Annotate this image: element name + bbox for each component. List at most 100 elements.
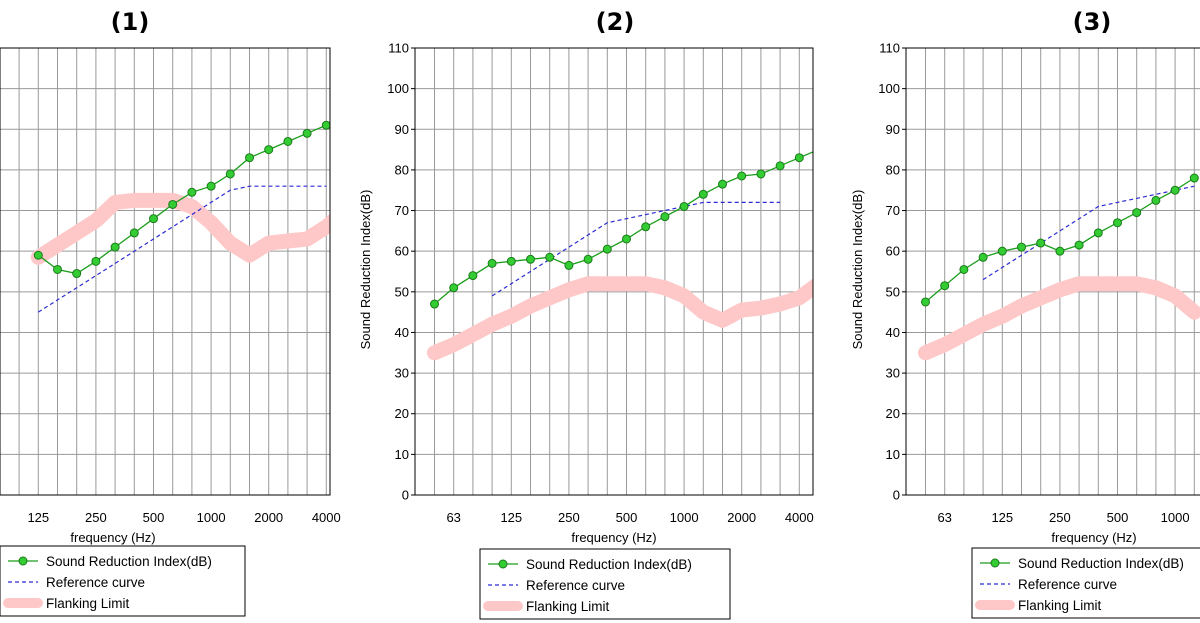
sound-reduction-point — [53, 264, 62, 274]
chart-title: (1) — [111, 8, 150, 36]
x-tick-label: 125 — [500, 510, 522, 525]
sound-reduction-point — [72, 269, 82, 279]
sound-reduction-point — [1093, 228, 1103, 238]
legend: Sound Reduction Index(dB) Reference curve… — [0, 545, 246, 617]
y-tick-label: 60 — [395, 244, 409, 259]
sound-reduction-point — [997, 246, 1007, 256]
gridlines — [415, 48, 813, 495]
sound-reduction-point — [33, 250, 43, 260]
y-tick-label: 110 — [388, 41, 409, 56]
plot-border — [414, 47, 814, 496]
legend-entry: Flanking Limit — [526, 599, 610, 614]
y-tick-label: 90 — [886, 122, 900, 137]
sound-reduction-point — [1132, 208, 1142, 218]
x-tick-label: 500 — [616, 510, 638, 525]
chart-title: (2) — [596, 8, 635, 36]
y-tick-label: 110 — [879, 41, 900, 56]
sound-reduction-point — [815, 146, 823, 154]
legend: Sound Reduction Index(dB) Reference curve… — [479, 548, 731, 620]
sound-reduction-point — [1170, 185, 1180, 195]
sound-reduction-point — [1055, 246, 1065, 256]
y-tick-label: 40 — [886, 325, 900, 340]
x-tick-label: 4000 — [785, 510, 814, 525]
legend-swatch-sri-marker — [18, 556, 28, 566]
y-tick-label: 50 — [886, 284, 900, 299]
y-tick-label: 100 — [387, 81, 409, 96]
x-tick-label: 500 — [1107, 510, 1129, 525]
legend-entry: Sound Reduction Index(dB) — [1018, 556, 1184, 571]
sound-reduction-point — [660, 212, 670, 222]
chart-panel-2: (2) 0 10 20 30 40 50 60 70 80 90 100 110 63 125 250 500 1… — [358, 8, 823, 620]
y-tick-label: 30 — [886, 366, 900, 381]
y-tick-label: 60 — [886, 244, 900, 259]
y-tick-label: 100 — [878, 81, 900, 96]
plot-border — [0, 47, 331, 496]
sound-reduction-point — [264, 145, 274, 155]
legend-entry: Reference curve — [526, 578, 625, 593]
sound-reduction-point — [321, 120, 330, 130]
x-tick-label: 2000 — [254, 510, 283, 525]
legend-entry: Flanking Limit — [46, 596, 130, 611]
plot-area — [415, 48, 813, 495]
reference-curve-line — [491, 201, 781, 297]
legend-entry: Reference curve — [46, 575, 145, 590]
sound-reduction-point — [698, 189, 708, 199]
x-tick-label: 63 — [446, 510, 460, 525]
sound-reduction-point — [737, 171, 747, 181]
y-tick-label: 10 — [886, 447, 900, 462]
flanking-limit-line — [30, 192, 330, 265]
sound-reduction-point — [149, 214, 158, 224]
x-tick-label: 125 — [27, 510, 49, 525]
legend-entry: Sound Reduction Index(dB) — [526, 557, 692, 572]
y-axis-label: Sound Reduction Index(dB) — [358, 190, 373, 350]
sound-reduction-point — [225, 169, 235, 179]
y-tick-label: 20 — [886, 406, 900, 421]
sound-reduction-point — [1113, 218, 1122, 228]
x-tick-label: 500 — [143, 510, 165, 525]
y-tick-label: 70 — [395, 203, 409, 218]
y-tick-label: 10 — [395, 447, 409, 462]
sound-reduction-point — [1036, 238, 1046, 248]
y-tick-label: 70 — [886, 203, 900, 218]
legend-entry: Reference curve — [1018, 577, 1117, 592]
legend-entry: Sound Reduction Index(dB) — [46, 554, 212, 569]
x-tick-label: 125 — [991, 510, 1013, 525]
sound-reduction-point — [283, 136, 293, 146]
plot-area — [0, 48, 330, 495]
y-axis-label: Sound Reduction Index(dB) — [850, 190, 865, 350]
y-tick-label: 40 — [395, 325, 409, 340]
reference-curve-line — [982, 185, 1195, 281]
sound-reduction-point — [775, 161, 785, 171]
y-tick-label: 20 — [395, 406, 409, 421]
sound-reduction-point — [959, 264, 969, 274]
plot-area — [906, 48, 1200, 495]
flanking-limit-line — [918, 276, 1200, 361]
sound-reduction-point — [342, 113, 350, 121]
sound-reduction-point — [206, 181, 216, 191]
series-group — [918, 173, 1200, 361]
chart-panel-3: (3) 0 10 20 30 40 50 60 70 80 90 100 110 63 125 250 500 1… — [850, 8, 1200, 619]
sound-reduction-point — [564, 260, 574, 270]
sound-reduction-point — [622, 234, 631, 244]
legend-swatch-sri-marker — [990, 558, 1000, 568]
sound-reduction-point — [940, 281, 950, 291]
sound-reduction-point — [679, 201, 689, 211]
y-tick-label: 90 — [395, 122, 409, 137]
sound-reduction-point — [978, 252, 988, 262]
x-tick-label: 1000 — [197, 510, 226, 525]
reference-curve-line — [37, 185, 327, 313]
x-tick-label: 4000 — [312, 510, 341, 525]
x-axis-label: frequency (Hz) — [571, 530, 656, 545]
sound-reduction-point — [91, 256, 101, 266]
y-tick-label: 80 — [395, 162, 409, 177]
sound-reduction-point — [187, 187, 197, 197]
y-tick-label: 80 — [886, 162, 900, 177]
legend-entry: Flanking Limit — [1018, 598, 1102, 613]
sound-reduction-point — [468, 271, 478, 281]
y-tick-label: 50 — [395, 284, 409, 299]
flanking-limit-line — [427, 276, 813, 361]
sound-reduction-point — [168, 199, 178, 209]
sound-reduction-point — [487, 258, 497, 268]
